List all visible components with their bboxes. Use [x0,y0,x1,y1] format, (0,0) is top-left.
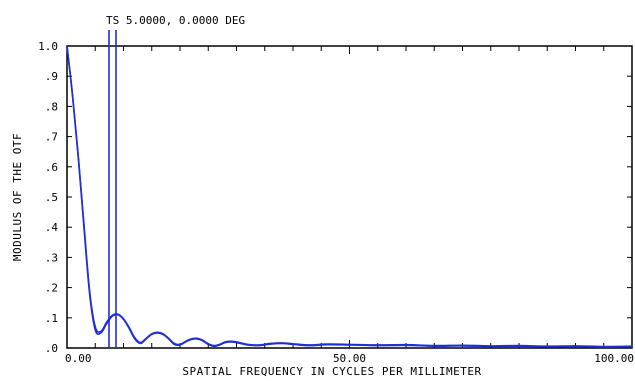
y-axis-label: MODULUS OF THE OTF [11,133,24,261]
x-tick-label: 0.00 [65,352,92,365]
legend-label: TS 5.0000, 0.0000 DEG [106,14,245,27]
y-axis-ticks: 1.0 .9 .8 .7 .6 .5 .4 .3 .2 .1 .0 [38,40,632,355]
y-tick-label: .6 [45,161,58,174]
y-tick-label: .3 [45,251,58,264]
x-axis-label: SPATIAL FREQUENCY IN CYCLES PER MILLIMET… [182,365,481,378]
x-tick-label: 100.00 [594,352,634,365]
series-layer [66,45,633,348]
x-axis-ticks: 0.00 50.00 100.00 [65,46,634,365]
y-tick-label: .4 [45,221,59,234]
series-line-s [66,45,633,348]
series-line-t [66,45,633,348]
y-tick-label: .7 [45,131,58,144]
y-tick-label: .2 [45,282,58,295]
plot-frame [66,45,633,349]
y-tick-label: 1.0 [38,40,58,53]
y-tick-label: .9 [45,70,58,83]
y-tick-label: .8 [45,100,58,113]
x-tick-label: 50.00 [333,352,366,365]
legend: TS 5.0000, 0.0000 DEG [106,14,245,348]
y-tick-label: .0 [45,342,58,355]
y-tick-label: .1 [45,312,58,325]
y-tick-label: .5 [45,191,58,204]
